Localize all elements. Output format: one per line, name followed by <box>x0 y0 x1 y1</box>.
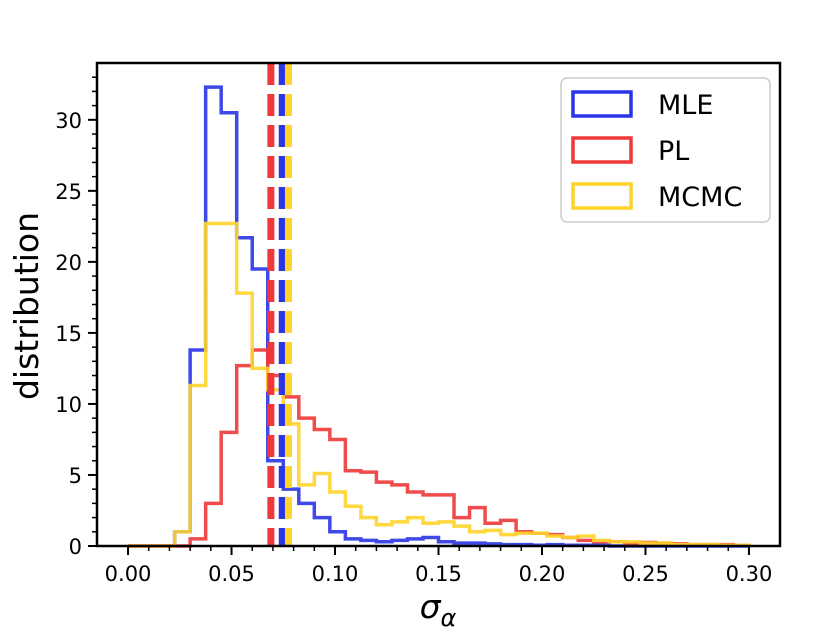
x-tick-label: 0.10 <box>312 562 359 586</box>
x-tick-label: 0.00 <box>105 562 152 586</box>
x-tick-label: 0.05 <box>208 562 255 586</box>
x-tick-label: 0.15 <box>415 562 462 586</box>
y-tick-label: 10 <box>55 393 82 417</box>
legend-label-mcmc: MCMC <box>658 182 742 213</box>
legend-label-mle: MLE <box>658 90 713 121</box>
x-axis-label-subscript: α <box>441 604 457 632</box>
x-axis-label-main: σ <box>420 587 442 626</box>
y-tick-label: 25 <box>55 180 82 204</box>
x-tick-label: 0.25 <box>622 562 669 586</box>
x-axis-ticks: 0.00 0.05 0.10 0.15 0.20 0.25 0.30 <box>105 546 773 586</box>
legend-swatch-mle <box>571 90 633 118</box>
y-tick-label: 0 <box>69 535 82 559</box>
y-tick-label: 30 <box>55 109 82 133</box>
legend: MLE PL MCMC <box>560 77 771 223</box>
legend-label-pl: PL <box>658 136 689 167</box>
x-axis-label: σα <box>420 587 457 632</box>
y-tick-label: 20 <box>55 251 82 275</box>
legend-swatch-pl <box>571 136 633 164</box>
x-tick-label: 0.30 <box>726 562 773 586</box>
y-axis-ticks: 0 5 10 15 20 25 30 <box>55 76 97 559</box>
mean-lines <box>267 63 292 546</box>
legend-frame <box>560 77 771 223</box>
y-axis-label: distribution <box>7 212 46 400</box>
legend-swatch-mcmc <box>571 182 633 210</box>
y-tick-label: 5 <box>69 464 82 488</box>
y-tick-label: 15 <box>55 322 82 346</box>
histogram-series-mcmc <box>128 221 751 548</box>
x-tick-label: 0.20 <box>519 562 566 586</box>
